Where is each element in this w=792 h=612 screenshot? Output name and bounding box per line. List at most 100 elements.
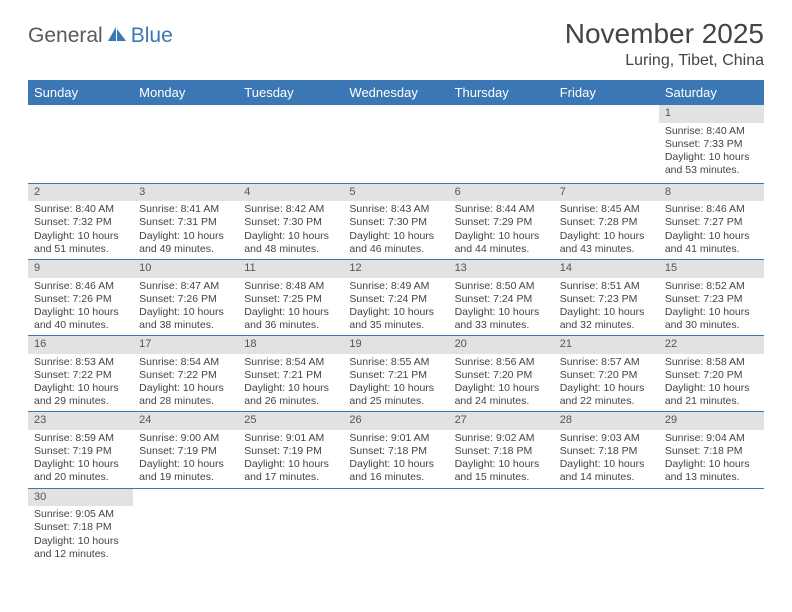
logo-text-general: General xyxy=(28,24,103,48)
sunrise-text: Sunrise: 8:55 AM xyxy=(349,356,442,369)
sunrise-text: Sunrise: 9:04 AM xyxy=(665,432,758,445)
sunrise-text: Sunrise: 8:44 AM xyxy=(455,203,548,216)
sunrise-text: Sunrise: 8:52 AM xyxy=(665,280,758,293)
sunrise-text: Sunrise: 8:49 AM xyxy=(349,280,442,293)
sunset-text: Sunset: 7:20 PM xyxy=(665,369,758,382)
calendar-day-cell: 11Sunrise: 8:48 AMSunset: 7:25 PMDayligh… xyxy=(238,259,343,335)
daylight-text: Daylight: 10 hours and 16 minutes. xyxy=(349,458,442,484)
sunset-text: Sunset: 7:24 PM xyxy=(349,293,442,306)
calendar-week-row: 9Sunrise: 8:46 AMSunset: 7:26 PMDaylight… xyxy=(28,259,764,335)
day-details: Sunrise: 8:42 AMSunset: 7:30 PMDaylight:… xyxy=(238,201,343,259)
sunrise-text: Sunrise: 8:45 AM xyxy=(560,203,653,216)
daylight-text: Daylight: 10 hours and 40 minutes. xyxy=(34,306,127,332)
calendar-day-cell: 6Sunrise: 8:44 AMSunset: 7:29 PMDaylight… xyxy=(449,183,554,259)
day-details: Sunrise: 8:41 AMSunset: 7:31 PMDaylight:… xyxy=(133,201,238,259)
daylight-text: Daylight: 10 hours and 29 minutes. xyxy=(34,382,127,408)
sunrise-text: Sunrise: 8:56 AM xyxy=(455,356,548,369)
day-details: Sunrise: 8:44 AMSunset: 7:29 PMDaylight:… xyxy=(449,201,554,259)
day-number: 1 xyxy=(659,105,764,123)
sunrise-text: Sunrise: 8:48 AM xyxy=(244,280,337,293)
daylight-text: Daylight: 10 hours and 20 minutes. xyxy=(34,458,127,484)
day-number xyxy=(133,489,238,493)
calendar-day-cell xyxy=(554,105,659,183)
day-details: Sunrise: 8:58 AMSunset: 7:20 PMDaylight:… xyxy=(659,354,764,412)
day-number: 26 xyxy=(343,412,448,430)
calendar-day-cell xyxy=(554,488,659,564)
calendar-day-cell: 7Sunrise: 8:45 AMSunset: 7:28 PMDaylight… xyxy=(554,183,659,259)
day-number xyxy=(659,489,764,493)
calendar-day-cell xyxy=(659,488,764,564)
calendar-day-cell xyxy=(343,488,448,564)
logo: General Blue xyxy=(28,18,173,48)
daylight-text: Daylight: 10 hours and 43 minutes. xyxy=(560,230,653,256)
day-number xyxy=(449,489,554,493)
sunset-text: Sunset: 7:33 PM xyxy=(665,138,758,151)
day-number xyxy=(343,105,448,109)
day-number: 5 xyxy=(343,184,448,202)
day-number: 27 xyxy=(449,412,554,430)
day-number xyxy=(133,105,238,109)
sunrise-text: Sunrise: 8:59 AM xyxy=(34,432,127,445)
sunset-text: Sunset: 7:19 PM xyxy=(34,445,127,458)
calendar-day-cell: 9Sunrise: 8:46 AMSunset: 7:26 PMDaylight… xyxy=(28,259,133,335)
day-number: 28 xyxy=(554,412,659,430)
sunrise-text: Sunrise: 8:57 AM xyxy=(560,356,653,369)
sunrise-text: Sunrise: 8:41 AM xyxy=(139,203,232,216)
sail-icon xyxy=(106,25,128,48)
calendar-day-cell: 23Sunrise: 8:59 AMSunset: 7:19 PMDayligh… xyxy=(28,412,133,488)
day-details: Sunrise: 8:43 AMSunset: 7:30 PMDaylight:… xyxy=(343,201,448,259)
daylight-text: Daylight: 10 hours and 26 minutes. xyxy=(244,382,337,408)
sunset-text: Sunset: 7:28 PM xyxy=(560,216,653,229)
day-number xyxy=(238,105,343,109)
sunrise-text: Sunrise: 8:47 AM xyxy=(139,280,232,293)
day-number: 30 xyxy=(28,489,133,507)
calendar-day-cell: 8Sunrise: 8:46 AMSunset: 7:27 PMDaylight… xyxy=(659,183,764,259)
day-details: Sunrise: 8:46 AMSunset: 7:27 PMDaylight:… xyxy=(659,201,764,259)
calendar-day-cell: 4Sunrise: 8:42 AMSunset: 7:30 PMDaylight… xyxy=(238,183,343,259)
sunrise-text: Sunrise: 8:54 AM xyxy=(244,356,337,369)
day-number: 2 xyxy=(28,184,133,202)
sunrise-text: Sunrise: 9:03 AM xyxy=(560,432,653,445)
weekday-header: Friday xyxy=(554,80,659,105)
sunrise-text: Sunrise: 9:05 AM xyxy=(34,508,127,521)
day-details: Sunrise: 8:59 AMSunset: 7:19 PMDaylight:… xyxy=(28,430,133,488)
sunset-text: Sunset: 7:32 PM xyxy=(34,216,127,229)
calendar-day-cell xyxy=(133,105,238,183)
day-details: Sunrise: 8:50 AMSunset: 7:24 PMDaylight:… xyxy=(449,278,554,336)
day-number: 24 xyxy=(133,412,238,430)
sunrise-text: Sunrise: 8:51 AM xyxy=(560,280,653,293)
calendar-day-cell: 18Sunrise: 8:54 AMSunset: 7:21 PMDayligh… xyxy=(238,336,343,412)
sunrise-text: Sunrise: 9:00 AM xyxy=(139,432,232,445)
day-details: Sunrise: 8:46 AMSunset: 7:26 PMDaylight:… xyxy=(28,278,133,336)
day-number: 8 xyxy=(659,184,764,202)
sunset-text: Sunset: 7:21 PM xyxy=(244,369,337,382)
calendar-day-cell xyxy=(449,105,554,183)
sunrise-text: Sunrise: 8:43 AM xyxy=(349,203,442,216)
daylight-text: Daylight: 10 hours and 22 minutes. xyxy=(560,382,653,408)
day-number xyxy=(449,105,554,109)
sunrise-text: Sunrise: 8:50 AM xyxy=(455,280,548,293)
calendar-day-cell: 15Sunrise: 8:52 AMSunset: 7:23 PMDayligh… xyxy=(659,259,764,335)
calendar-day-cell: 22Sunrise: 8:58 AMSunset: 7:20 PMDayligh… xyxy=(659,336,764,412)
sunrise-text: Sunrise: 8:42 AM xyxy=(244,203,337,216)
day-details: Sunrise: 8:57 AMSunset: 7:20 PMDaylight:… xyxy=(554,354,659,412)
calendar-day-cell: 24Sunrise: 9:00 AMSunset: 7:19 PMDayligh… xyxy=(133,412,238,488)
daylight-text: Daylight: 10 hours and 38 minutes. xyxy=(139,306,232,332)
weekday-header: Wednesday xyxy=(343,80,448,105)
day-details: Sunrise: 9:01 AMSunset: 7:18 PMDaylight:… xyxy=(343,430,448,488)
sunset-text: Sunset: 7:31 PM xyxy=(139,216,232,229)
calendar-day-cell: 3Sunrise: 8:41 AMSunset: 7:31 PMDaylight… xyxy=(133,183,238,259)
daylight-text: Daylight: 10 hours and 32 minutes. xyxy=(560,306,653,332)
calendar-day-cell: 1Sunrise: 8:40 AMSunset: 7:33 PMDaylight… xyxy=(659,105,764,183)
calendar-day-cell: 25Sunrise: 9:01 AMSunset: 7:19 PMDayligh… xyxy=(238,412,343,488)
sunset-text: Sunset: 7:22 PM xyxy=(34,369,127,382)
calendar-week-row: 30Sunrise: 9:05 AMSunset: 7:18 PMDayligh… xyxy=(28,488,764,564)
calendar-day-cell: 27Sunrise: 9:02 AMSunset: 7:18 PMDayligh… xyxy=(449,412,554,488)
sunrise-text: Sunrise: 8:53 AM xyxy=(34,356,127,369)
calendar-day-cell: 5Sunrise: 8:43 AMSunset: 7:30 PMDaylight… xyxy=(343,183,448,259)
sunrise-text: Sunrise: 8:40 AM xyxy=(665,125,758,138)
day-details: Sunrise: 8:40 AMSunset: 7:32 PMDaylight:… xyxy=(28,201,133,259)
calendar-week-row: 1Sunrise: 8:40 AMSunset: 7:33 PMDaylight… xyxy=(28,105,764,183)
calendar-week-row: 23Sunrise: 8:59 AMSunset: 7:19 PMDayligh… xyxy=(28,412,764,488)
day-details: Sunrise: 8:53 AMSunset: 7:22 PMDaylight:… xyxy=(28,354,133,412)
